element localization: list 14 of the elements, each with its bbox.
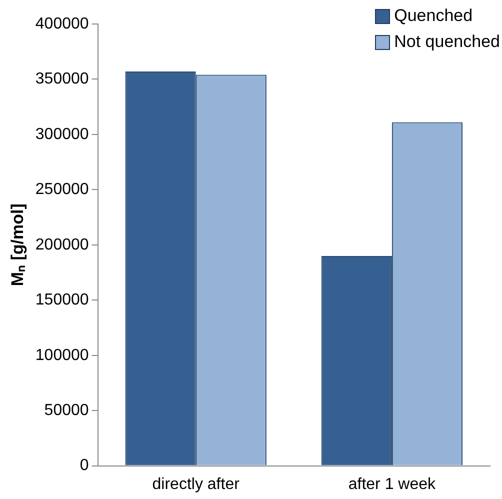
y-tick-label: 50000 [44,402,89,419]
y-tick-label: 400000 [35,15,89,32]
y-tick-label: 350000 [35,70,89,88]
legend-label: Quenched [394,6,473,26]
legend-label: Not quenched [394,32,500,52]
y-tick-label: 0 [80,457,89,474]
y-tick-label: 150000 [35,292,89,309]
y-axis-title: Mₙ [g/mol] [8,204,27,286]
x-tick-label: directly after [152,476,240,493]
y-tick-label: 200000 [35,236,89,254]
x-tick-label: after 1 week [348,476,437,493]
y-tick-label: 300000 [35,126,89,143]
y-tick-label: 250000 [35,181,89,198]
y-tick-label: 100000 [35,346,89,364]
